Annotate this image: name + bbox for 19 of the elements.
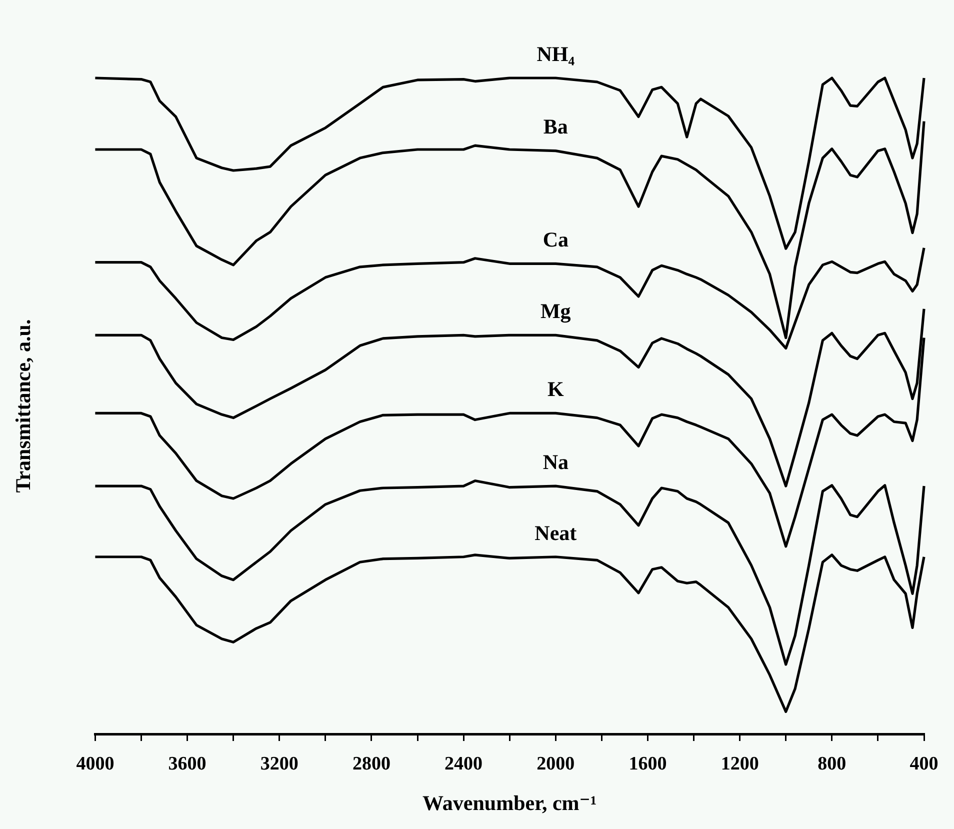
x-tick-label: 1200 bbox=[720, 753, 759, 774]
series-label: Na bbox=[542, 450, 569, 474]
x-tick-label: 2000 bbox=[536, 753, 575, 774]
series-label: NH₄ bbox=[536, 42, 576, 66]
series-label: Ba bbox=[543, 114, 568, 139]
x-tick-label: 2800 bbox=[352, 753, 390, 774]
series-label: Neat bbox=[534, 520, 577, 545]
x-tick-label: 1600 bbox=[628, 753, 667, 774]
series-label: Ca bbox=[542, 228, 569, 252]
x-tick-label: 4000 bbox=[76, 753, 114, 774]
x-tick-label: 2400 bbox=[444, 753, 483, 774]
x-tick-label: 3200 bbox=[260, 753, 298, 774]
series-label: Mg bbox=[540, 299, 572, 324]
x-tick-label: 800 bbox=[818, 753, 846, 774]
x-axis-title: Wavenumber, cm⁻¹ bbox=[422, 790, 597, 815]
x-tick-label: 3600 bbox=[168, 753, 206, 774]
y-axis-title: Transmittance, a.u. bbox=[11, 319, 36, 493]
series-label: K bbox=[547, 377, 564, 402]
x-tick-label: 400 bbox=[910, 753, 938, 774]
